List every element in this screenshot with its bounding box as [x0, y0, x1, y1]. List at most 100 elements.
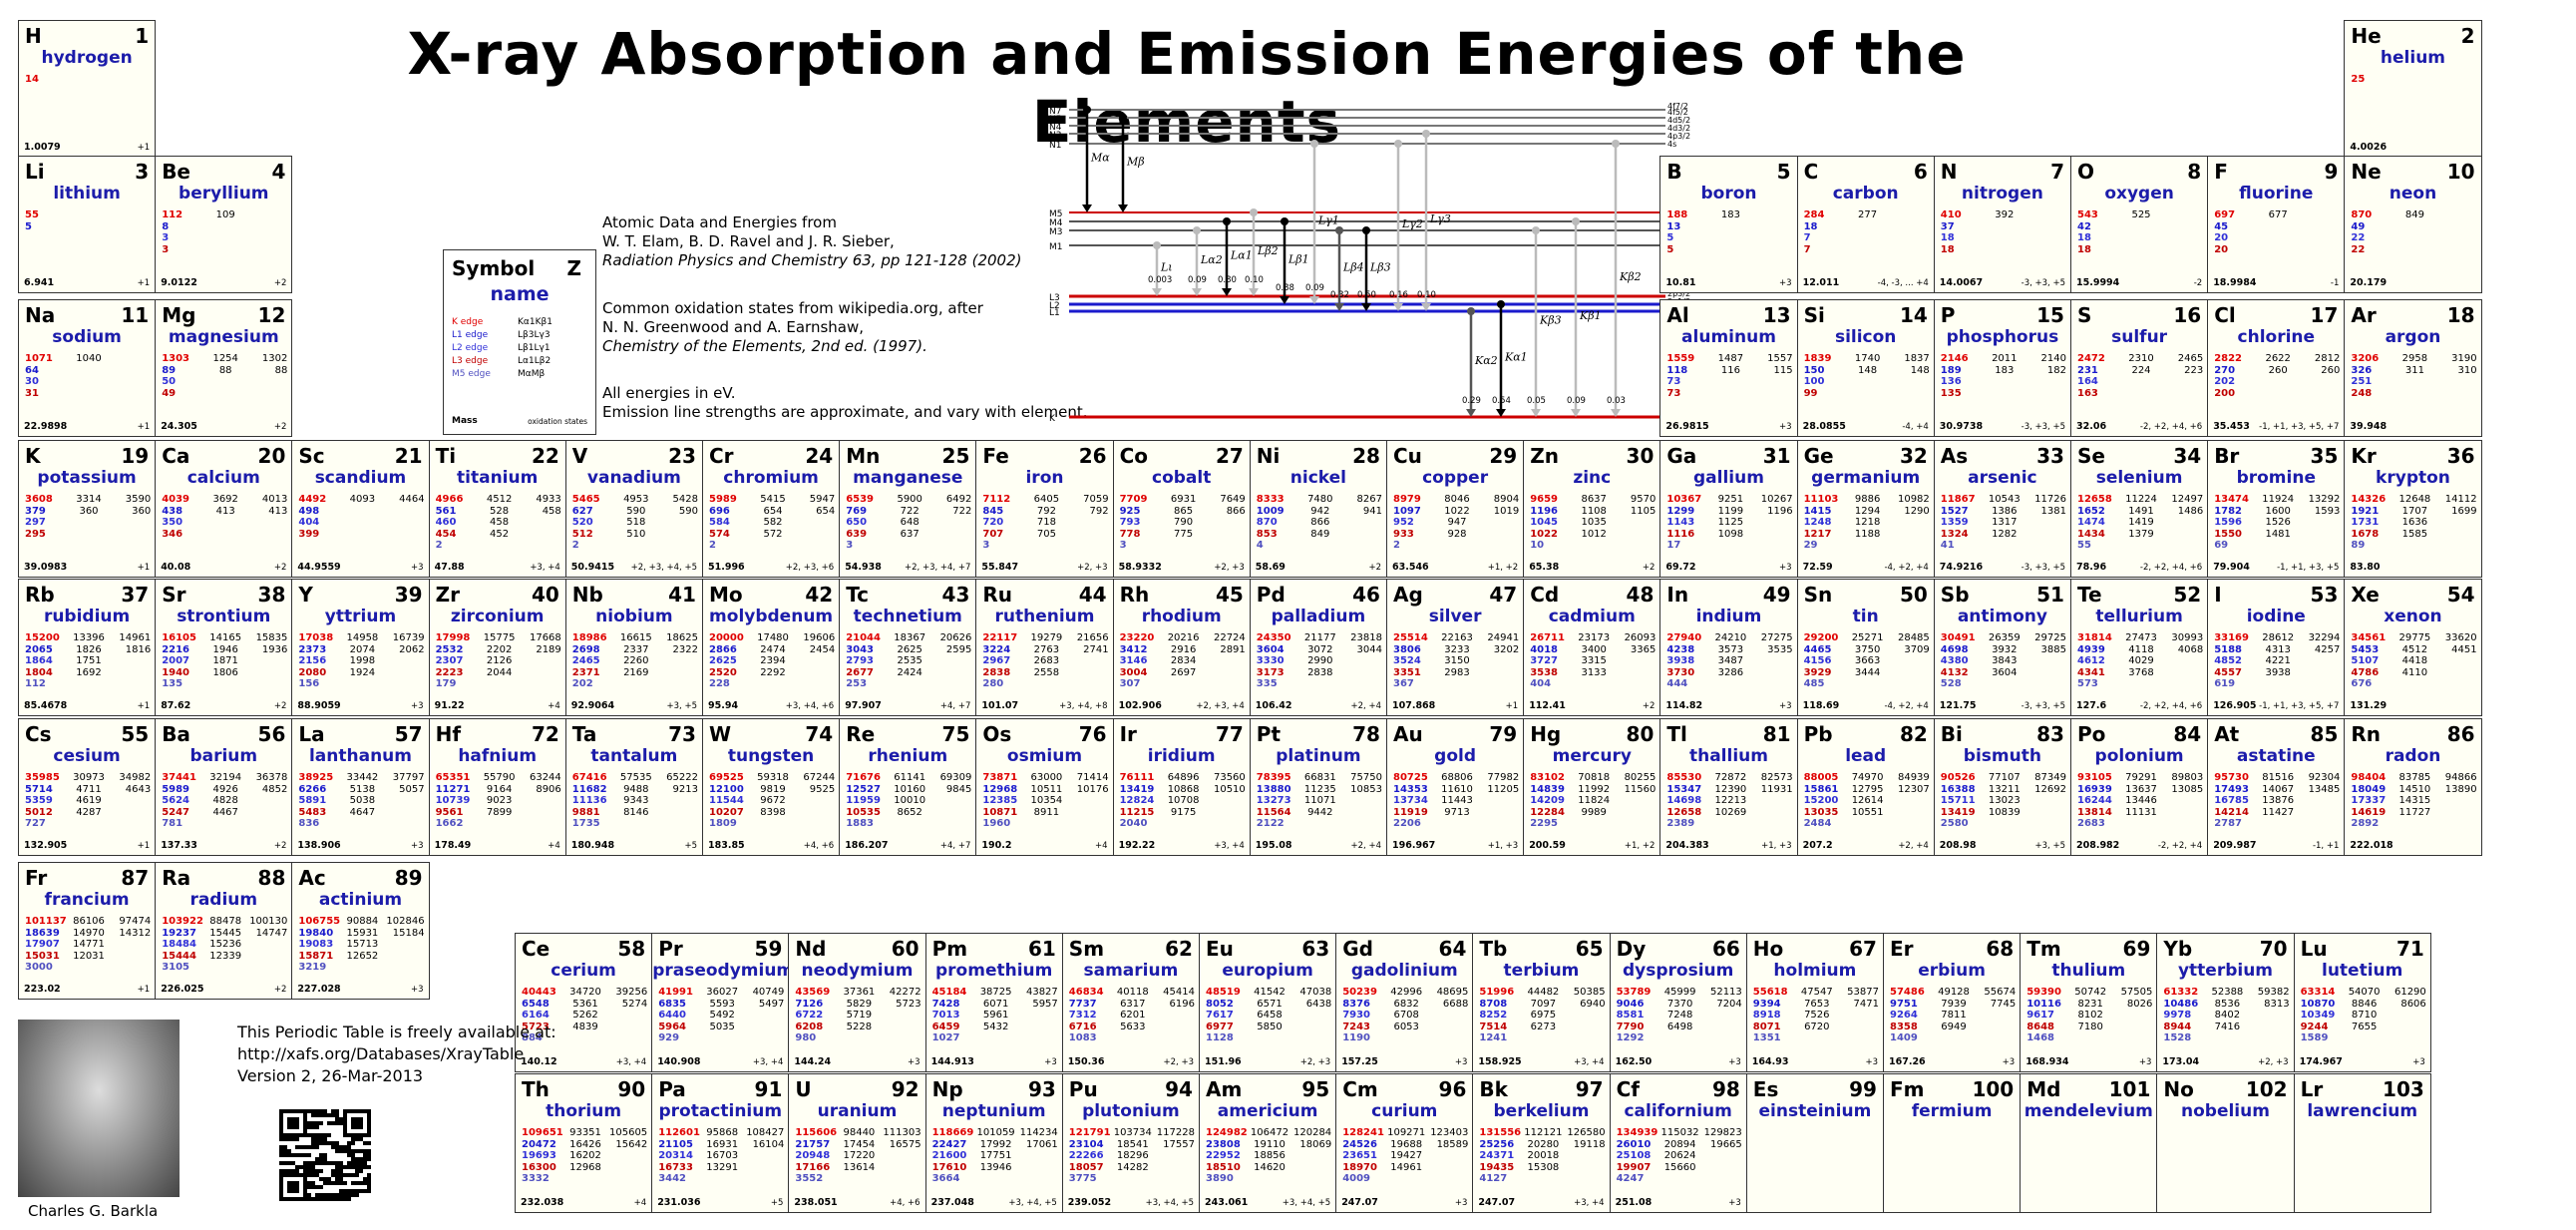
- element-cell-radium[interactable]: Ra 88 radium 103922 88478 100130 19237 15445 147…: [155, 862, 293, 1000]
- element-cell-phosphorus[interactable]: P 15 phosphorus 2146 2011 2140 189 183 182 136 135…: [1933, 299, 2071, 437]
- element-cell-bismuth[interactable]: Bi 83 bismuth 90526 77107 87349 16388 13211 1269…: [1933, 718, 2071, 856]
- element-cell-cadmium[interactable]: Cd 48 cadmium 26711 23173 26093 4018 3400 3365 37…: [1523, 579, 1661, 716]
- element-cell-molybdenum[interactable]: Mo 42 molybdenum 20000 17480 19606 2866 2474 245…: [702, 579, 841, 716]
- element-cell-tellurium[interactable]: Te 52 tellurium 31814 27473 30993 4939 4118 4068…: [2070, 579, 2209, 716]
- element-cell-astatine[interactable]: At 85 astatine 95730 81516 92304 17493 14067 134…: [2207, 718, 2346, 856]
- element-cell-iodine[interactable]: I 53 iodine 33169 28612 32294 5188 4313 4257 4852…: [2207, 579, 2346, 716]
- element-cell-chromium[interactable]: Cr 24 chromium 5989 5415 5947 696 654 654 584 582 5…: [702, 440, 841, 578]
- element-cell-lead[interactable]: Pb 82 lead 88005 74970 84939 15861 12795 12307 15…: [1796, 718, 1935, 856]
- element-cell-oxygen[interactable]: O 8 oxygen 543 525 42 18 18 15.9994 -2: [2070, 156, 2209, 293]
- element-cell-tungsten[interactable]: W 74 tungsten 69525 59318 67244 12100 9819 9525 1…: [702, 718, 841, 856]
- element-cell-dysprosium[interactable]: Dy 66 dysprosium 53789 45999 52113 9046 7370 720…: [1609, 933, 1747, 1072]
- element-cell-platinum[interactable]: Pt 78 platinum 78395 66831 75750 13880 11235 108…: [1249, 718, 1387, 856]
- element-cell-europium[interactable]: Eu 63 europium 48519 41542 47038 8052 6571 6438 7…: [1199, 933, 1337, 1072]
- element-cell-carbon[interactable]: C 6 carbon 284 277 18 7 7 12.011 -4, -3, ... +4: [1796, 156, 1935, 293]
- element-cell-selenium[interactable]: Se 34 selenium 12658 11224 12497 1652 1491 1486 1…: [2070, 440, 2209, 578]
- element-cell-beryllium[interactable]: Be 4 beryllium 112 109 8 3 3 9.0122 +2: [155, 156, 293, 293]
- element-cell-fermium[interactable]: Fm 100 fermium: [1883, 1073, 2022, 1213]
- element-cell-gadolinium[interactable]: Gd 64 gadolinium 50239 42996 48695 8376 6832 668…: [1335, 933, 1474, 1072]
- element-cell-nickel[interactable]: Ni 28 nickel 8333 7480 8267 1009 942 941 870 866 85…: [1249, 440, 1387, 578]
- element-cell-holmium[interactable]: Ho 67 holmium 55618 47547 53877 9394 7653 7471 89…: [1745, 933, 1884, 1072]
- element-cell-promethium[interactable]: Pm 61 promethium 45184 38725 43827 7428 6071 595…: [924, 933, 1063, 1072]
- element-cell-strontium[interactable]: Sr 38 strontium 16105 14165 15835 2216 1946 1936…: [155, 579, 293, 716]
- element-cell-nitrogen[interactable]: N 7 nitrogen 410 392 37 18 18 14.0067 -3, +3, +5: [1933, 156, 2071, 293]
- element-cell-einsteinium[interactable]: Es 99 einsteinium: [1745, 1073, 1884, 1213]
- element-cell-silicon[interactable]: Si 14 silicon 1839 1740 1837 150 148 148 100 99 28.…: [1796, 299, 1935, 437]
- element-cell-tin[interactable]: Sn 50 tin 29200 25271 28485 4465 3750 3709 4156 36…: [1796, 579, 1935, 716]
- element-cell-samarium[interactable]: Sm 62 samarium 46834 40118 45414 7737 6317 6196 7…: [1061, 933, 1200, 1072]
- element-cell-xenon[interactable]: Xe 54 xenon 34561 29775 33620 5453 4512 4451 5107…: [2344, 579, 2482, 716]
- element-cell-rubidium[interactable]: Rb 37 rubidium 15200 13396 14961 2065 1826 1816 1…: [18, 579, 157, 716]
- element-cell-protactinium[interactable]: Pa 91 protactinium 112601 95868 108427 21105 16…: [651, 1073, 790, 1213]
- element-cell-calcium[interactable]: Ca 20 calcium 4039 3692 4013 438 413 413 350 346 40…: [155, 440, 293, 578]
- element-cell-niobium[interactable]: Nb 41 niobium 18986 16615 18625 2698 2337 2322 24…: [564, 579, 703, 716]
- element-cell-cerium[interactable]: Ce 58 cerium 40443 34720 39256 6548 5361 5274 616…: [515, 933, 653, 1072]
- element-cell-americium[interactable]: Am 95 americium 124982 106472 120284 23808 1911…: [1199, 1073, 1337, 1213]
- element-cell-zirconium[interactable]: Zr 40 zirconium 17998 15775 17668 2532 2202 2189…: [428, 579, 566, 716]
- element-cell-technetium[interactable]: Tc 43 technetium 21044 18367 20626 3043 2625 259…: [839, 579, 977, 716]
- element-cell-lithium[interactable]: Li 3 lithium 55 5 6.941 +1: [18, 156, 157, 293]
- element-cell-polonium[interactable]: Po 84 polonium 93105 79291 89803 16939 13637 130…: [2070, 718, 2209, 856]
- element-cell-lanthanum[interactable]: La 57 lanthanum 38925 33442 37797 6266 5138 5057…: [291, 718, 430, 856]
- element-cell-thorium[interactable]: Th 90 thorium 109651 93351 105605 20472 16426 15…: [515, 1073, 653, 1213]
- element-cell-hafnium[interactable]: Hf 72 hafnium 65351 55790 63244 11271 9164 8906 1…: [428, 718, 566, 856]
- element-cell-krypton[interactable]: Kr 36 krypton 14326 12648 14112 1921 1707 1699 17…: [2344, 440, 2482, 578]
- element-cell-lutetium[interactable]: Lu 71 lutetium 63314 54070 61290 10870 8846 8606…: [2293, 933, 2431, 1072]
- element-cell-potassium[interactable]: K 19 potassium 3608 3314 3590 379 360 360 297 295 3…: [18, 440, 157, 578]
- element-cell-rhodium[interactable]: Rh 45 rhodium 23220 20216 22724 3412 2916 2891 31…: [1112, 579, 1251, 716]
- element-cell-cobalt[interactable]: Co 27 cobalt 7709 6931 7649 925 865 866 793 790 778…: [1112, 440, 1251, 578]
- element-cell-arsenic[interactable]: As 33 arsenic 11867 10543 11726 1527 1386 1381 13…: [1933, 440, 2071, 578]
- element-cell-antimony[interactable]: Sb 51 antimony 30491 26359 29725 4698 3932 3885 4…: [1933, 579, 2071, 716]
- element-cell-iridium[interactable]: Ir 77 iridium 76111 64896 73560 13419 10868 1051…: [1112, 718, 1251, 856]
- element-cell-zinc[interactable]: Zn 30 zinc 9659 8637 9570 1196 1108 1105 1045 1035…: [1523, 440, 1661, 578]
- element-cell-tantalum[interactable]: Ta 73 tantalum 67416 57535 65222 11682 9488 9213…: [564, 718, 703, 856]
- element-cell-barium[interactable]: Ba 56 barium 37441 32194 36378 5989 4926 4852 562…: [155, 718, 293, 856]
- element-cell-osmium[interactable]: Os 76 osmium 73871 63000 71414 12968 10511 10176…: [975, 718, 1114, 856]
- element-cell-fluorine[interactable]: F 9 fluorine 697 677 45 20 20 18.9984 -1: [2207, 156, 2346, 293]
- element-cell-palladium[interactable]: Pd 46 palladium 24350 21177 23818 3604 3072 3044…: [1249, 579, 1387, 716]
- element-cell-chlorine[interactable]: Cl 17 chlorine 2822 2622 2812 270 260 260 202 200 3…: [2207, 299, 2346, 437]
- element-cell-rhenium[interactable]: Re 75 rhenium 71676 61141 69309 12527 10160 9845…: [839, 718, 977, 856]
- element-cell-thulium[interactable]: Tm 69 thulium 59390 50742 57505 10116 8231 8026 9…: [2020, 933, 2158, 1072]
- element-cell-copper[interactable]: Cu 29 copper 8979 8046 8904 1097 1022 1019 952 947…: [1386, 440, 1525, 578]
- element-cell-mercury[interactable]: Hg 80 mercury 83102 70818 80255 14839 11992 1156…: [1523, 718, 1661, 856]
- element-cell-magnesium[interactable]: Mg 12 magnesium 1303 1254 1302 89 88 88 50 49 24.30…: [155, 299, 293, 437]
- element-cell-helium[interactable]: He 2 helium 25 4.0026: [2344, 20, 2482, 158]
- element-cell-bromine[interactable]: Br 35 bromine 13474 11924 13292 1782 1600 1593 15…: [2207, 440, 2346, 578]
- element-cell-thallium[interactable]: Tl 81 thallium 85530 72872 82573 15347 12390 119…: [1659, 718, 1798, 856]
- element-cell-sulfur[interactable]: S 16 sulfur 2472 2310 2465 231 224 223 164 163 32.0…: [2070, 299, 2209, 437]
- element-cell-francium[interactable]: Fr 87 francium 101137 86106 97474 18639 14970 14…: [18, 862, 157, 1000]
- element-cell-silver[interactable]: Ag 47 silver 25514 22163 24941 3806 3233 3202 352…: [1386, 579, 1525, 716]
- element-cell-uranium[interactable]: U 92 uranium 115606 98440 111303 21757 17454 165…: [788, 1073, 926, 1213]
- element-cell-neodymium[interactable]: Nd 60 neodymium 43569 37361 42272 7126 5829 5723…: [788, 933, 926, 1072]
- element-cell-erbium[interactable]: Er 68 erbium 57486 49128 55674 9751 7939 7745 926…: [1883, 933, 2022, 1072]
- element-cell-manganese[interactable]: Mn 25 manganese 6539 5900 6492 769 722 722 650 648…: [839, 440, 977, 578]
- element-cell-vanadium[interactable]: V 23 vanadium 5465 4953 5428 627 590 590 520 518 51…: [564, 440, 703, 578]
- element-cell-boron[interactable]: B 5 boron 188 183 13 5 5 10.81 +3: [1659, 156, 1798, 293]
- element-cell-berkelium[interactable]: Bk 97 berkelium 131556 112121 126580 25256 2028…: [1472, 1073, 1611, 1213]
- element-cell-curium[interactable]: Cm 96 curium 128241 109271 123403 24526 19688 18…: [1335, 1073, 1474, 1213]
- qr-code[interactable]: [279, 1109, 371, 1201]
- element-cell-cesium[interactable]: Cs 55 cesium 35985 30973 34982 5714 4711 4643 535…: [18, 718, 157, 856]
- element-cell-scandium[interactable]: Sc 21 scandium 4492 4093 4464 498 404 399 44.9559…: [291, 440, 430, 578]
- element-cell-praseodymium[interactable]: Pr 59 praseodymium 41991 36027 40749 6835 5593 5…: [651, 933, 790, 1072]
- element-cell-hydrogen[interactable]: H 1 hydrogen 14 1.0079 +1: [18, 20, 157, 158]
- notes-url[interactable]: http://xafs.org/Databases/XrayTable: [237, 1044, 525, 1063]
- element-cell-sodium[interactable]: Na 11 sodium 1071 1040 64 30 31 22.9898 +1: [18, 299, 157, 437]
- element-cell-terbium[interactable]: Tb 65 terbium 51996 44482 50385 8708 7097 6940 82…: [1472, 933, 1611, 1072]
- element-cell-actinium[interactable]: Ac 89 actinium 106755 90884 102846 19840 15931 1…: [291, 862, 430, 1000]
- element-cell-neptunium[interactable]: Np 93 neptunium 118669 101059 114234 22427 1799…: [924, 1073, 1063, 1213]
- element-cell-ruthenium[interactable]: Ru 44 ruthenium 22117 19279 21656 3224 2763 2741…: [975, 579, 1114, 716]
- element-cell-gold[interactable]: Au 79 gold 80725 68806 77982 14353 11610 11205 13…: [1386, 718, 1525, 856]
- element-cell-germanium[interactable]: Ge 32 germanium 11103 9886 10982 1415 1294 1290 1…: [1796, 440, 1935, 578]
- element-cell-nobelium[interactable]: No 102 nobelium: [2156, 1073, 2295, 1213]
- element-cell-californium[interactable]: Cf 98 californium 134939 115032 129823 26010 20…: [1609, 1073, 1747, 1213]
- element-cell-iron[interactable]: Fe 26 iron 7112 6405 7059 845 792 792 720 718 707 70…: [975, 440, 1114, 578]
- element-cell-lawrencium[interactable]: Lr 103 lawrencium: [2293, 1073, 2431, 1213]
- element-cell-radon[interactable]: Rn 86 radon 98404 83785 94866 18049 14510 13890 1…: [2344, 718, 2482, 856]
- element-cell-gallium[interactable]: Ga 31 gallium 10367 9251 10267 1299 1199 1196 114…: [1659, 440, 1798, 578]
- element-cell-yttrium[interactable]: Y 39 yttrium 17038 14958 16739 2373 2074 2062 215…: [291, 579, 430, 716]
- element-cell-aluminum[interactable]: Al 13 aluminum 1559 1487 1557 118 116 115 73 73 26.…: [1659, 299, 1798, 437]
- element-cell-titanium[interactable]: Ti 22 titanium 4966 4512 4933 561 528 458 460 458 4…: [428, 440, 566, 578]
- element-cell-plutonium[interactable]: Pu 94 plutonium 121791 103734 117228 23104 1854…: [1061, 1073, 1200, 1213]
